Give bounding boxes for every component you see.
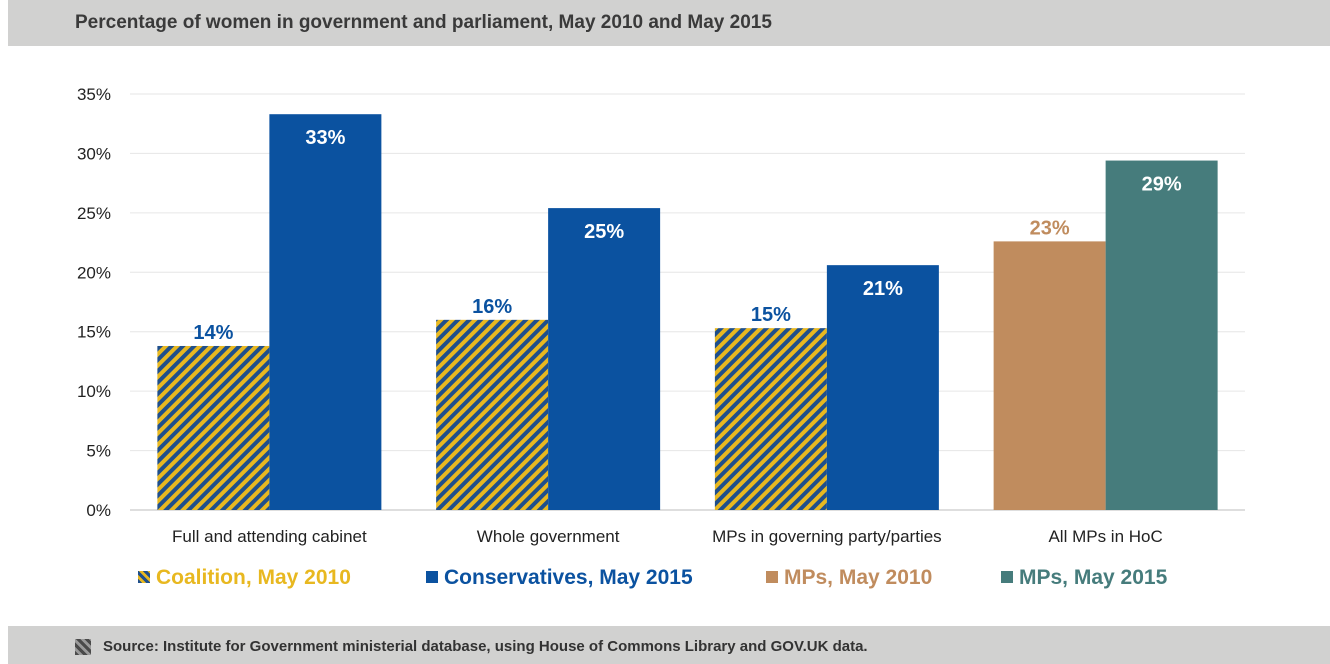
bar: [993, 241, 1106, 510]
legend-label: Conservatives, May 2015: [444, 566, 693, 589]
data-label: 14%: [193, 322, 233, 344]
bar: [714, 328, 827, 510]
data-label: 15%: [751, 304, 791, 326]
bar: [548, 208, 661, 511]
title-bar: Percentage of women in government and pa…: [8, 0, 1330, 46]
data-label: 21%: [863, 278, 903, 300]
legend-swatch: [426, 571, 438, 583]
bar: [269, 114, 382, 510]
data-label: 25%: [584, 221, 624, 243]
x-category-label: MPs in governing party/parties: [712, 527, 942, 546]
bar: [826, 265, 939, 510]
x-axis: Full and attending cabinet Whole governme…: [172, 527, 1163, 546]
x-category-label: Whole government: [477, 527, 620, 546]
data-label: 33%: [305, 127, 345, 149]
legend-label: Coalition, May 2010: [156, 566, 351, 589]
legend-item: Conservatives, May 2015: [426, 566, 693, 590]
legend-item: Coalition, May 2010: [138, 566, 351, 590]
x-category-label: All MPs in HoC: [1048, 527, 1162, 546]
bar: [1105, 160, 1218, 510]
chart-title: Percentage of women in government and pa…: [75, 12, 772, 33]
legend: Coalition, May 2010 Conservatives, May 20…: [0, 566, 1330, 596]
legend-item: MPs, May 2015: [1001, 566, 1167, 590]
bar-chart: 0% 5% 10% 15% 20% 25% 30% 35% 14% 33% 16% 25% 15% 21…: [77, 85, 1245, 546]
legend-label: MPs, May 2015: [1019, 566, 1168, 589]
bar: [157, 345, 270, 510]
legend-item: MPs, May 2010: [766, 566, 932, 590]
legend-swatch: [138, 571, 150, 583]
y-tick-label: 30%: [77, 144, 111, 163]
data-label: 23%: [1030, 217, 1070, 239]
data-label: 16%: [472, 296, 512, 318]
data-labels: 14% 33% 16% 25% 15% 21% 23% 29%: [193, 127, 1181, 344]
hatched-square-icon: [75, 639, 91, 655]
bar: [436, 319, 549, 510]
footer-bar: Source: Institute for Government ministe…: [8, 626, 1330, 664]
x-category-label: Full and attending cabinet: [172, 527, 367, 546]
legend-swatch: [1001, 571, 1013, 583]
y-tick-label: 15%: [77, 323, 111, 342]
y-axis: 0% 5% 10% 15% 20% 25% 30% 35%: [77, 85, 111, 520]
y-tick-label: 10%: [77, 382, 111, 401]
y-tick-label: 5%: [86, 442, 111, 461]
y-tick-label: 25%: [77, 204, 111, 223]
source-note: Source: Institute for Government ministe…: [103, 638, 868, 655]
legend-swatch: [766, 571, 778, 583]
y-tick-label: 20%: [77, 263, 111, 282]
data-label: 29%: [1142, 174, 1182, 196]
y-tick-label: 35%: [77, 85, 111, 104]
legend-label: MPs, May 2010: [784, 566, 933, 589]
y-tick-label: 0%: [86, 501, 111, 520]
bars: [157, 114, 1218, 511]
